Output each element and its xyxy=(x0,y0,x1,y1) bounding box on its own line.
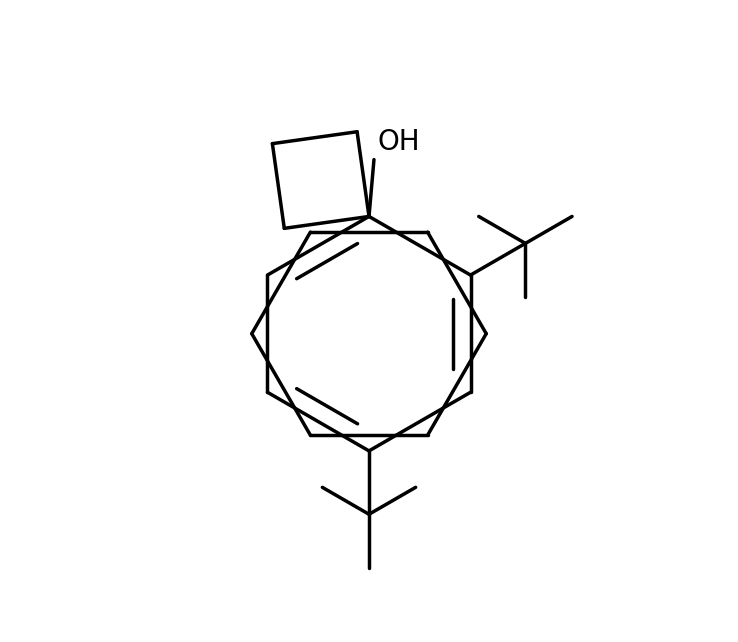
Text: OH: OH xyxy=(377,128,420,157)
